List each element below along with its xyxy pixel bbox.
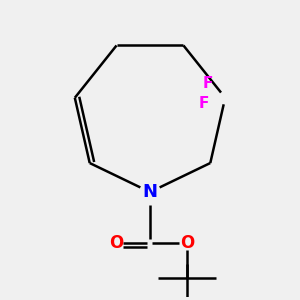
- Text: N: N: [142, 183, 158, 201]
- Text: O: O: [110, 234, 124, 252]
- Text: F: F: [199, 95, 209, 110]
- Text: O: O: [180, 234, 194, 252]
- Text: F: F: [202, 76, 213, 91]
